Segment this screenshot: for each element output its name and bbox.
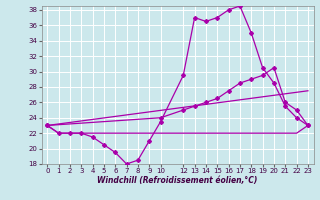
X-axis label: Windchill (Refroidissement éolien,°C): Windchill (Refroidissement éolien,°C) [97,176,258,185]
